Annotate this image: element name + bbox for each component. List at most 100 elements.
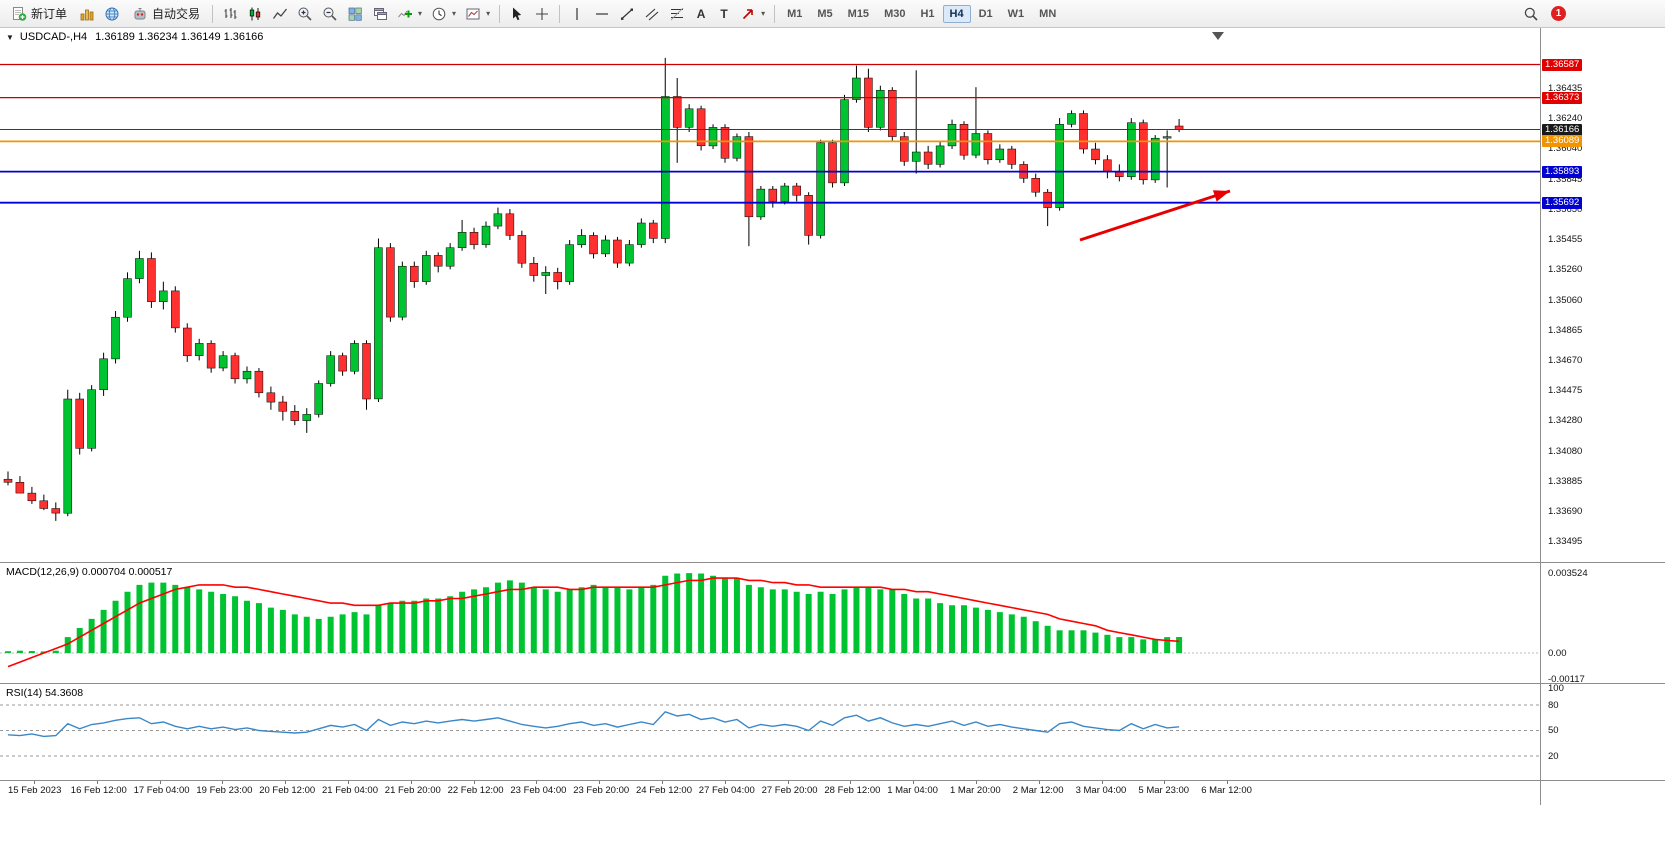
cascade-windows-button[interactable]	[368, 3, 392, 25]
macd-tick-label: 0.00	[1548, 647, 1567, 659]
toolbar-separator	[212, 4, 214, 23]
main-price-chart[interactable]	[0, 28, 1540, 562]
crosshair-icon	[536, 7, 549, 20]
macd-indicator-pane[interactable]	[0, 563, 1540, 683]
price-tick-label: 1.36040	[1548, 143, 1583, 155]
text-tool-button[interactable]: A	[690, 3, 712, 25]
time-axis-tick	[473, 781, 475, 784]
add-indicator-icon	[398, 10, 413, 17]
new-order-button[interactable]: 新订单	[4, 3, 74, 25]
text-label-tool-button[interactable]: T	[713, 3, 735, 25]
candlestick-icon	[249, 7, 261, 20]
tile-windows-button[interactable]	[343, 3, 367, 25]
timeframe-button-h1[interactable]: H1	[920, 7, 935, 20]
crosshair-tool-button[interactable]	[530, 3, 554, 25]
bar-chart-mode-button[interactable]	[218, 3, 242, 25]
vertical-line-icon	[576, 7, 578, 20]
rsi-indicator-pane[interactable]	[0, 684, 1540, 780]
price-level-tag: 1.36089	[1542, 135, 1583, 148]
price-level-tag: 1.36166	[1542, 123, 1583, 136]
line-chart-icon	[273, 8, 288, 19]
periods-button[interactable]: ▾	[427, 3, 460, 25]
time-axis-label: 28 Feb 12:00	[824, 785, 881, 796]
pane-splitter[interactable]	[0, 683, 1665, 684]
text-label-tool-icon: T	[720, 6, 728, 21]
pane-splitter[interactable]	[0, 780, 1665, 781]
search-button[interactable]	[1519, 3, 1543, 25]
equidistant-channel-icon	[645, 8, 659, 20]
arrows-tool-button[interactable]: ▾	[736, 3, 769, 25]
one-click-trading-toggle-icon[interactable]: ▼	[6, 32, 14, 42]
new-order-icon	[13, 6, 27, 21]
clock-icon	[432, 7, 446, 20]
price-level-tag: 1.35692	[1542, 196, 1583, 209]
rsi-tick-label: 80	[1548, 699, 1559, 711]
dropdown-caret-icon: ▾	[486, 9, 491, 18]
price-tick-label: 1.33495	[1548, 536, 1583, 548]
price-level-tag: 1.36587	[1542, 58, 1583, 71]
time-axis-label: 20 Feb 12:00	[259, 785, 316, 796]
globe-icon	[105, 7, 119, 20]
time-axis[interactable]: 15 Feb 2023 16 Feb 12:00 17 Feb 04:00 19 Fe…	[0, 781, 1540, 805]
chart-symbol-period: USDCAD-,H4	[19, 31, 88, 43]
toolbar-separator	[499, 4, 501, 23]
trendline-tool-button[interactable]	[615, 3, 639, 25]
time-axis-tick	[599, 781, 601, 784]
cursor-tool-button[interactable]	[505, 3, 529, 25]
fibonacci-icon	[670, 7, 684, 20]
tile-windows-icon	[348, 7, 362, 21]
autotrading-button[interactable]: 自动交易	[125, 3, 207, 25]
templates-button[interactable]: ▾	[461, 3, 494, 25]
timeframe-button-w1[interactable]: W1	[1007, 7, 1025, 20]
timeframe-button-m1[interactable]: M1	[787, 7, 803, 20]
time-axis-tick	[410, 781, 412, 784]
toolbar-separator	[559, 4, 561, 23]
zoom-in-button[interactable]	[293, 3, 317, 25]
rsi-tick-label: 20	[1548, 750, 1559, 762]
new-chart-button[interactable]	[75, 3, 99, 25]
time-axis-tick	[222, 781, 224, 784]
cascade-windows-icon	[374, 7, 388, 20]
time-axis-label: 19 Feb 23:00	[196, 785, 253, 796]
price-tick-label: 1.33885	[1548, 476, 1583, 488]
timeframe-button-m5[interactable]: M5	[817, 7, 833, 20]
time-axis-label: 17 Feb 04:00	[133, 785, 190, 796]
timeframe-button-d1[interactable]: D1	[978, 7, 993, 20]
time-axis-label: 6 Mar 12:00	[1201, 785, 1252, 796]
timeframe-button-m30[interactable]: M30	[884, 7, 906, 20]
indicators-button[interactable]: ▾	[393, 3, 426, 25]
time-axis-label: 27 Feb 20:00	[761, 785, 818, 796]
notification-badge[interactable]: 1	[1551, 6, 1566, 21]
time-axis-tick	[34, 781, 35, 784]
time-axis-label: 15 Feb 2023	[8, 785, 62, 796]
line-chart-mode-button[interactable]	[268, 3, 292, 25]
horizontal-line-tool-button[interactable]	[590, 3, 614, 25]
time-axis-tick	[850, 781, 852, 784]
vertical-line-tool-button[interactable]	[565, 3, 589, 25]
rsi-tick-label: 100	[1548, 682, 1564, 694]
new-order-label: 新订单	[31, 7, 68, 21]
channel-tool-button[interactable]	[640, 3, 664, 25]
price-axis[interactable]: 1.36435 1.36240 1.36040 1.35845 1.35650 1.354…	[1540, 28, 1665, 805]
fibonacci-tool-button[interactable]	[665, 3, 689, 25]
timeframe-button-h4[interactable]: H4	[942, 4, 971, 23]
time-axis-tick	[1227, 781, 1229, 784]
time-axis-tick	[1101, 781, 1103, 784]
time-axis-label: 23 Feb 04:00	[510, 785, 567, 796]
timeframe-button-m15[interactable]: M15	[847, 7, 870, 20]
pane-splitter[interactable]	[0, 562, 1665, 563]
timeframe-button-mn[interactable]: MN	[1039, 7, 1057, 20]
time-axis-tick	[348, 781, 349, 784]
time-axis-label: 2 Mar 12:00	[1012, 785, 1064, 796]
zoom-out-button[interactable]	[318, 3, 342, 25]
time-axis-label: 27 Feb 04:00	[698, 785, 755, 796]
time-axis-label: 23 Feb 20:00	[573, 785, 630, 796]
candlestick-mode-button[interactable]	[243, 3, 267, 25]
rsi-tick-label: 50	[1548, 725, 1559, 736]
search-icon	[1524, 7, 1538, 21]
profiles-button[interactable]	[100, 3, 124, 25]
time-axis-tick	[96, 781, 98, 784]
dropdown-caret-icon: ▾	[452, 9, 457, 18]
chart-ohlc-values: 1.36189 1.36234 1.36149 1.36166	[95, 31, 264, 43]
time-axis-tick	[536, 781, 538, 784]
